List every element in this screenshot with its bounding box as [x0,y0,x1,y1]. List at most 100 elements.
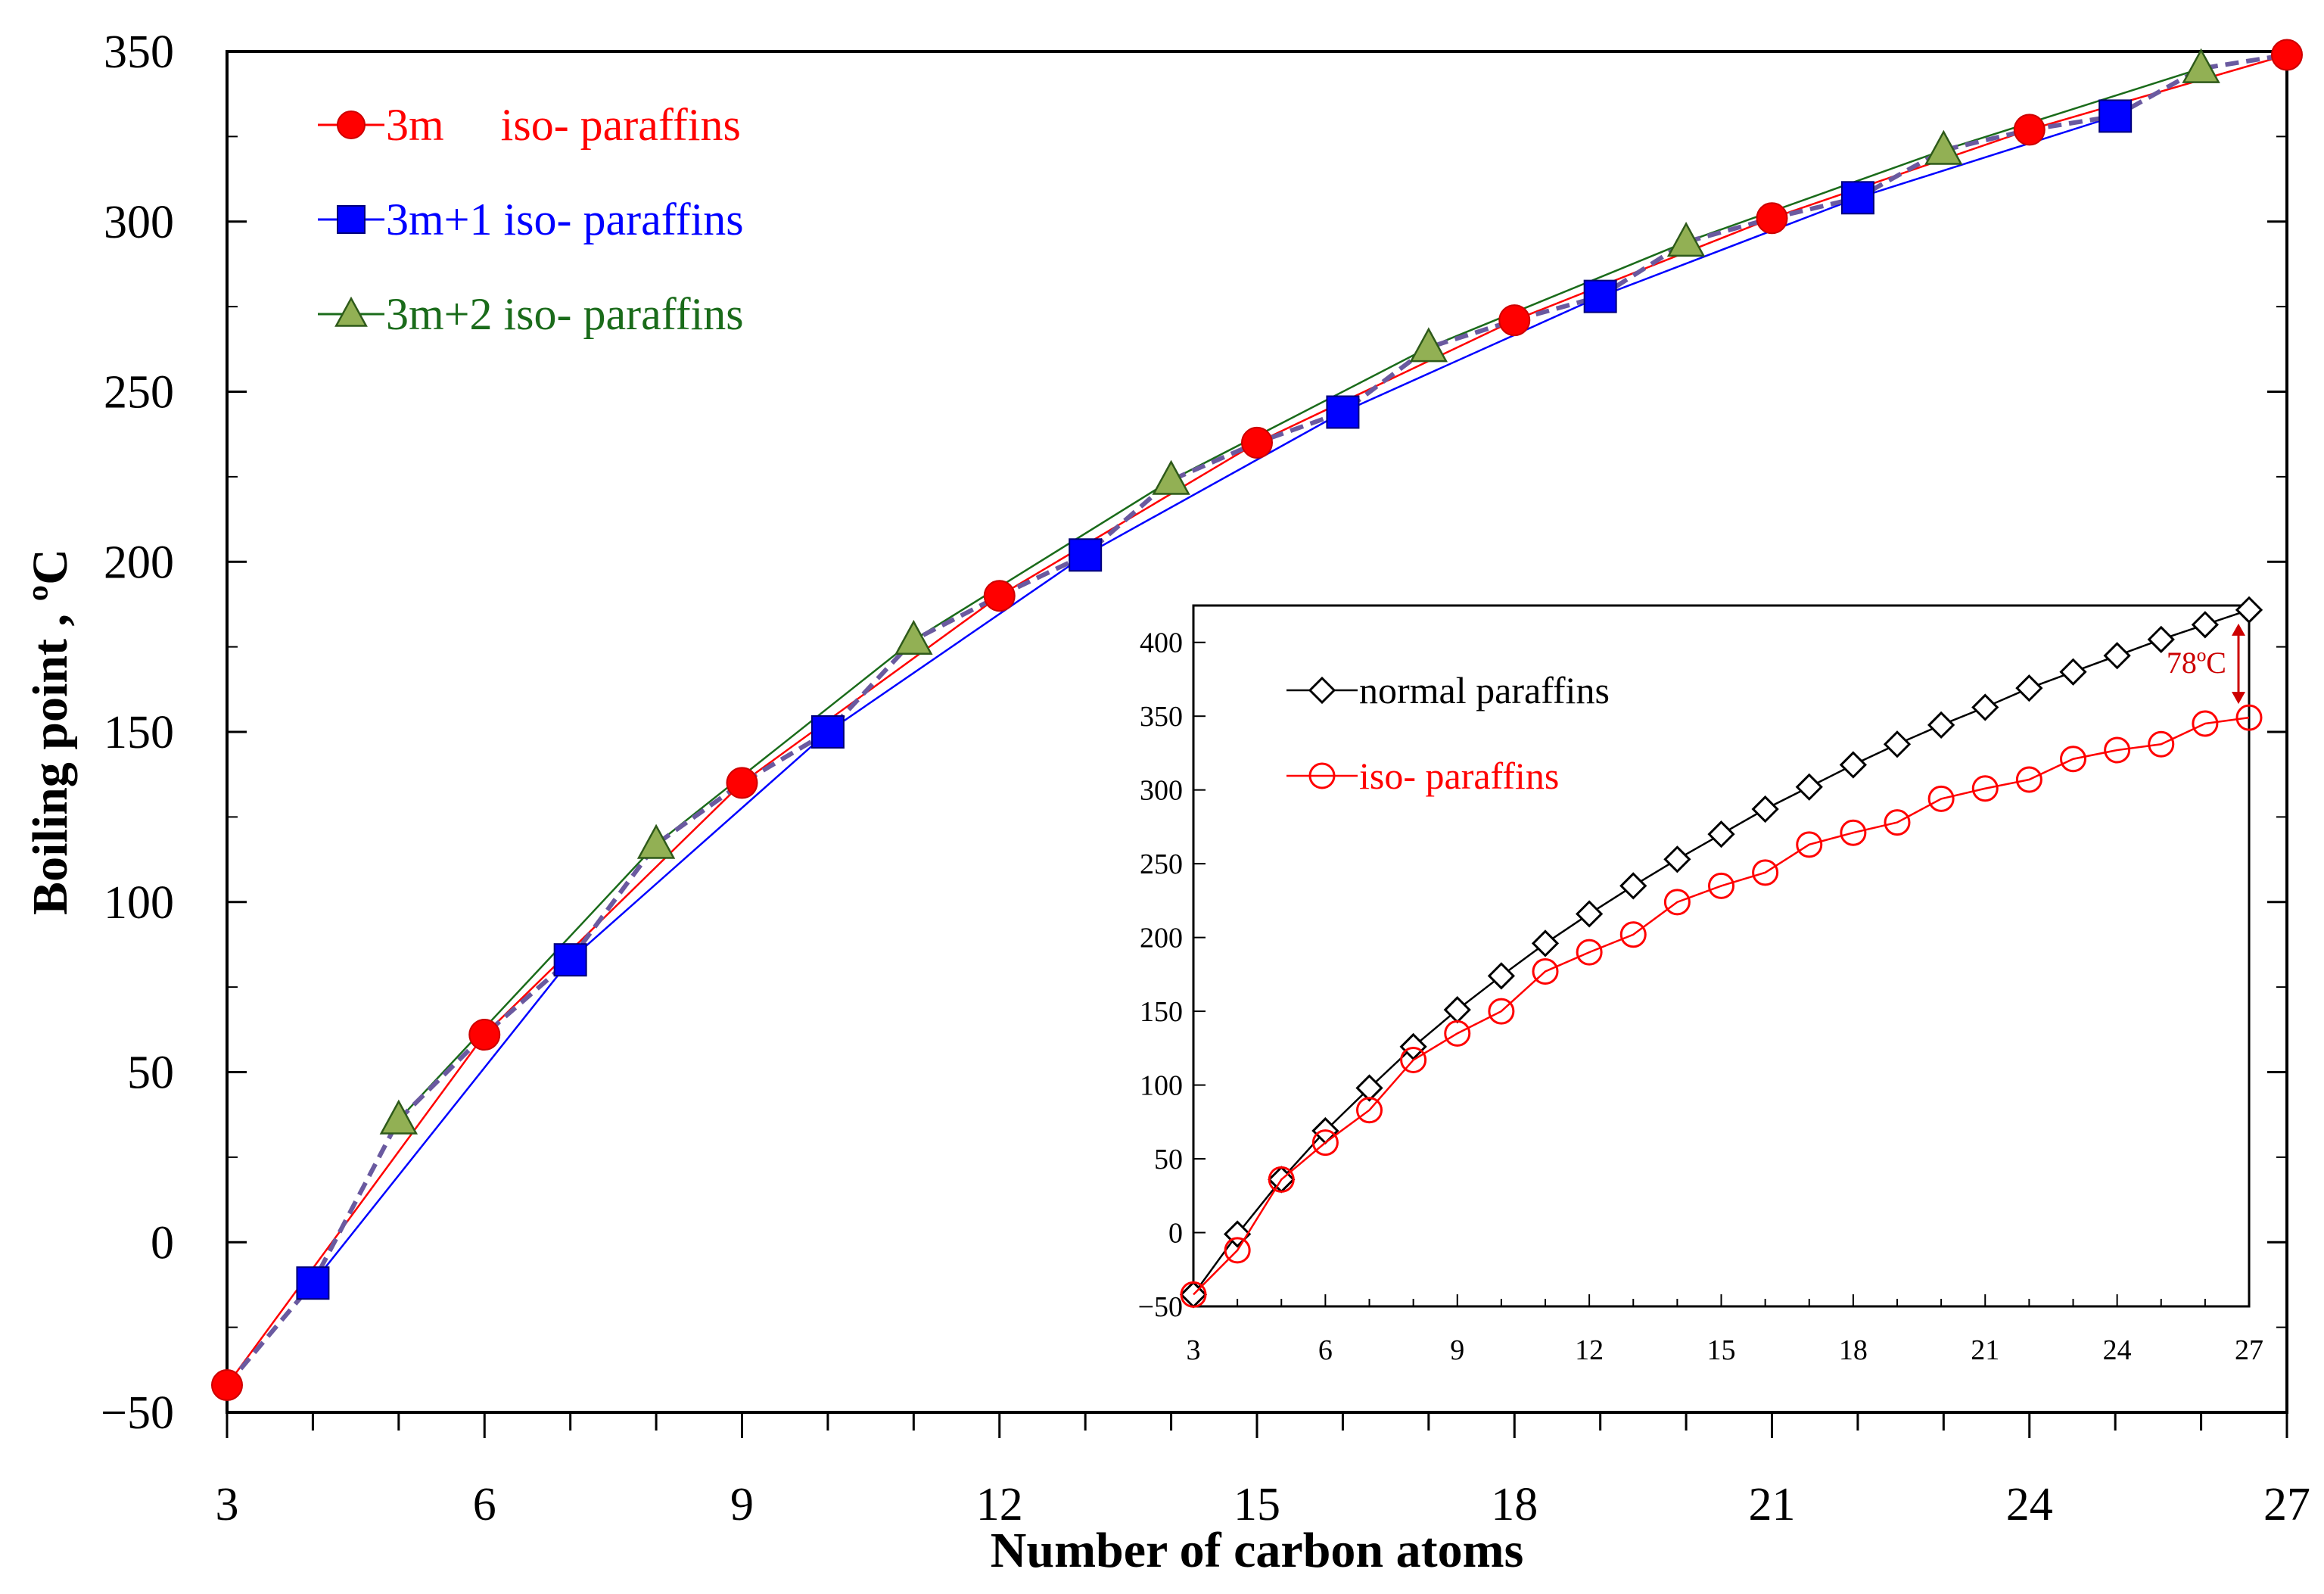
inset-point-iso [2104,736,2131,764]
inset-plot: −50 0 50 100 150 200 250 300 350 400 3 6 9 12 15 18 21 24… [1138,596,2263,1366]
inset-point-normal [1883,730,1912,758]
legend-label: 3m+1 iso- paraffins [386,195,744,244]
inset-x-tick-label: 12 [1575,1334,1604,1366]
inset-point-normal [2147,625,2175,653]
inset-point-iso [1884,809,1911,836]
data-point-circle [1756,202,1788,235]
legend-item-3m2: 3m+2 iso- paraffins [318,289,744,339]
inset-point-normal [1399,1032,1427,1061]
inset-point-iso [1311,1129,1339,1157]
data-point-circle [468,1019,501,1051]
inset-point-iso [1224,1237,1251,1264]
inset-point-iso [1400,1046,1427,1073]
data-point-circle [983,580,1016,612]
x-tick-label: 18 [1491,1479,1538,1530]
inset-point-normal [1971,693,1999,721]
legend-item-3m: 3m iso- paraffins [318,100,741,150]
inset-point-iso [2015,766,2042,793]
data-point-triangle [1666,221,1706,257]
inset-x-tick-label: 24 [2103,1334,2132,1366]
inset-point-iso [1268,1166,1295,1193]
inset-x-tick-label: 27 [2235,1334,2263,1366]
inset-point-iso [2060,746,2086,773]
inset-point-normal [2191,611,2219,639]
inset-x-tick-label: 21 [1971,1334,1999,1366]
inset-y-tick-label: 100 [1140,1070,1183,1102]
inset-legend-iso: iso- paraffins [1286,755,1559,797]
inset-y-tick-label: 350 [1140,701,1183,733]
x-tick-label: 15 [1234,1479,1280,1530]
inset-point-iso [2148,730,2175,758]
legend-marker [337,111,366,139]
inset-y-tick-label: 150 [1140,996,1183,1028]
inset-y-tick-label: 300 [1140,775,1183,807]
inset-point-iso [1663,889,1691,916]
gap-annotation-label: 78ºC [2167,646,2226,680]
y-axis-title: Boiling point , ºC [23,549,78,915]
data-point-circle [1241,426,1273,459]
data-point-triangle [894,619,933,655]
inset-x-tick-label: 9 [1450,1334,1464,1366]
legend-label: 3m iso- paraffins [386,100,741,150]
inset-point-iso [1532,957,1559,985]
series-line-3m2 [397,67,2201,1121]
inset-point-normal [1576,900,1604,928]
x-tick-label: 3 [216,1479,239,1530]
inset-x-tick-label: 3 [1187,1334,1201,1366]
inset-point-iso [1444,1020,1471,1047]
inset-point-iso [1576,939,1603,966]
legend-label: 3m+2 iso- paraffins [386,289,744,339]
x-tick-label: 21 [1749,1479,1796,1530]
y-tick-label: 100 [104,877,174,929]
y-tick-label: 0 [151,1217,174,1269]
inset-point-normal [2103,642,2131,670]
data-point-square [296,1266,330,1300]
data-point-circle [726,767,758,799]
data-point-square [810,715,845,749]
inset-point-normal [1663,845,1691,873]
inset-point-iso [1927,785,1955,812]
inset-point-normal [2015,674,2043,702]
data-point-triangle [379,1099,418,1135]
legend-marker [1308,762,1336,789]
inset-y-tick-label: 250 [1140,848,1183,880]
data-point-circle [2013,114,2046,146]
data-point-triangle [636,823,676,859]
inset-point-normal [2059,658,2087,686]
legend-label: normal paraffins [1359,669,1610,711]
inset-series-line-iso [1193,716,2250,1296]
inset-point-normal [1751,795,1779,823]
y-tick-label: 300 [104,197,174,248]
data-point-square [553,943,587,977]
inset-point-normal [1707,820,1735,848]
inset-point-iso [2192,710,2219,737]
inset-point-normal [1927,711,1955,739]
data-point-circle [211,1369,243,1402]
inset-point-normal [2235,596,2263,624]
inset-point-iso [1796,831,1823,858]
data-point-circle [2271,39,2303,71]
inset-point-iso [1180,1281,1207,1308]
inset-point-normal [1839,751,1867,779]
y-tick-label: 150 [104,707,174,758]
gap-arrow-head-bottom [2232,692,2245,705]
inset-point-iso [1708,872,1734,899]
x-tick-label: 9 [730,1479,754,1530]
inset-point-iso [2235,704,2263,731]
y-tick-label: −50 [101,1387,174,1439]
legend-marker [337,205,366,234]
inset-point-iso [1840,819,1867,846]
y-tick-label: 200 [104,537,174,588]
legend-marker [1308,676,1336,705]
inset-point-iso [1752,859,1779,886]
series-line-3m1 [312,115,2116,1284]
x-tick-label: 24 [2006,1479,2053,1530]
inset-point-normal [1795,773,1823,801]
data-point-square [1840,181,1874,215]
inset-y-tick-label: −50 [1138,1291,1183,1323]
data-point-triangle [1152,459,1190,495]
inset-y-tick-label: 0 [1168,1218,1183,1250]
data-point-square [1583,279,1617,313]
